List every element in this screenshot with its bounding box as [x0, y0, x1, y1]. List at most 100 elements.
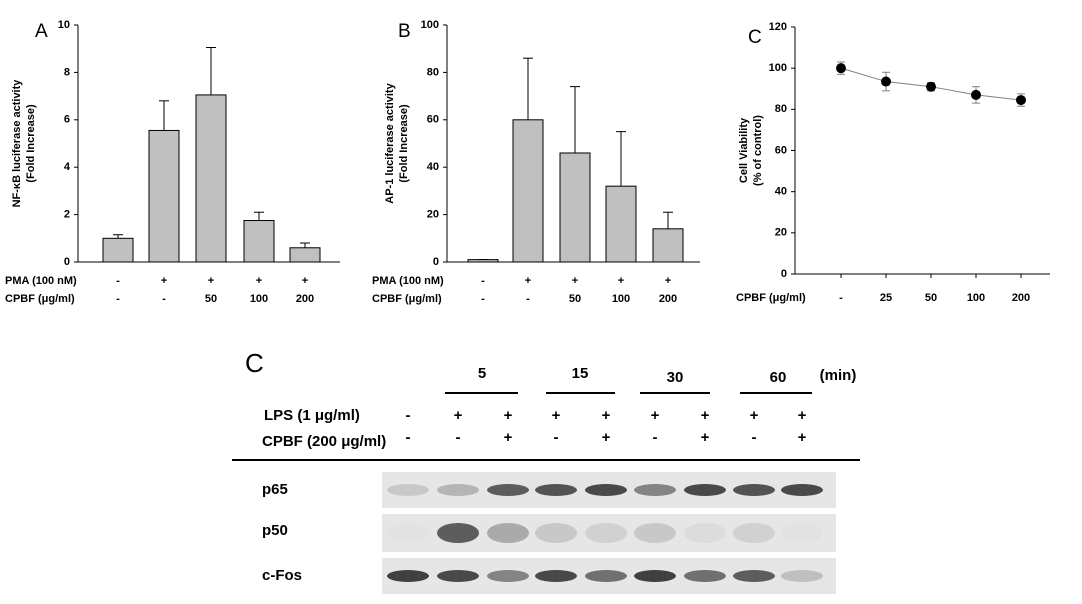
condition-sign: +	[798, 429, 807, 446]
blot-band	[487, 523, 529, 543]
band-label: p50	[262, 522, 288, 539]
bar	[243, 220, 275, 263]
y-axis-label: NF-κB luciferase activity	[11, 79, 23, 208]
y-tick-label: 6	[64, 114, 70, 126]
point	[881, 76, 891, 87]
y-axis-label: (Fold Increase)	[25, 104, 37, 183]
condition-sign: -	[406, 429, 411, 446]
blot-band	[733, 484, 775, 496]
blot-band	[684, 523, 726, 543]
blot-band	[781, 570, 823, 582]
y-axis-label: (% of control)	[752, 115, 764, 186]
blot-band	[387, 523, 429, 543]
x-tick-label: 100	[967, 292, 985, 304]
condition-label: +	[525, 275, 531, 287]
time-label: 15	[572, 365, 589, 382]
condition-sign: -	[406, 407, 411, 424]
x-tick-label: 200	[1012, 292, 1030, 304]
condition-sign: +	[552, 407, 561, 424]
blot-band	[387, 570, 429, 582]
condition-label: -	[526, 293, 530, 305]
blot-band	[387, 484, 429, 496]
condition-label: 50	[205, 293, 217, 305]
y-axis-label: Cell Viability	[738, 117, 750, 183]
condition-name: CPBF (μg/ml)	[5, 293, 75, 305]
blot-band	[634, 570, 676, 582]
bar	[195, 94, 227, 263]
bar	[467, 259, 499, 263]
panel-title: C	[748, 27, 762, 48]
condition-sign: -	[653, 429, 658, 446]
condition-label: +	[302, 275, 308, 287]
bar	[652, 228, 684, 263]
blot-band	[733, 523, 775, 543]
blot-title: C	[245, 348, 264, 378]
condition-sign: +	[504, 407, 513, 424]
y-tick-label: 80	[427, 66, 439, 78]
y-tick-label: 60	[775, 144, 787, 156]
condition-label: 50	[569, 293, 581, 305]
point	[971, 89, 981, 100]
bar	[148, 129, 180, 263]
condition-sign: +	[750, 407, 759, 424]
condition-sign: +	[701, 407, 710, 424]
bar	[289, 247, 321, 263]
y-tick-label: 40	[775, 186, 787, 198]
blot-band	[437, 484, 479, 496]
point	[1016, 95, 1026, 106]
y-tick-label: 20	[427, 209, 439, 221]
condition-label: 100	[250, 293, 268, 305]
blot-band	[535, 523, 577, 543]
point	[836, 63, 846, 74]
condition-name: CPBF (200 μg/ml)	[262, 433, 386, 450]
blot-band	[585, 570, 627, 582]
panel-title: A	[35, 21, 48, 42]
panel-title: B	[398, 21, 411, 42]
y-tick-label: 8	[64, 66, 70, 78]
condition-sign: -	[456, 429, 461, 446]
blot-band	[634, 484, 676, 496]
y-tick-label: 0	[64, 256, 70, 268]
y-axis-label: (Fold Increase)	[398, 104, 410, 183]
time-label: 60	[770, 369, 787, 386]
blot-band	[437, 523, 479, 543]
x-tick-label: 50	[925, 292, 937, 304]
condition-label: +	[572, 275, 578, 287]
y-tick-label: 60	[427, 114, 439, 126]
condition-sign: -	[752, 429, 757, 446]
y-tick-label: 0	[433, 256, 439, 268]
condition-label: +	[256, 275, 262, 287]
blot-band	[634, 523, 676, 543]
condition-label: -	[116, 275, 120, 287]
condition-sign: +	[454, 407, 463, 424]
condition-sign: -	[554, 429, 559, 446]
bar	[102, 237, 134, 263]
blot-band	[684, 570, 726, 582]
blot-band	[781, 523, 823, 543]
condition-sign: +	[701, 429, 710, 446]
condition-label: -	[162, 293, 166, 305]
condition-label: +	[208, 275, 214, 287]
blot-band	[437, 570, 479, 582]
point	[926, 81, 936, 92]
blot-band	[781, 484, 823, 496]
condition-label: -	[116, 293, 120, 305]
x-axis-label: CPBF (μg/ml)	[736, 292, 806, 304]
y-tick-label: 120	[769, 21, 787, 33]
condition-name: CPBF (μg/ml)	[372, 293, 442, 305]
condition-label: -	[481, 275, 485, 287]
time-unit: (min)	[820, 367, 857, 384]
condition-label: +	[161, 275, 167, 287]
condition-label: 100	[612, 293, 630, 305]
condition-label: +	[665, 275, 671, 287]
bar	[559, 152, 591, 263]
y-tick-label: 0	[781, 268, 787, 280]
condition-label: +	[618, 275, 624, 287]
condition-name: PMA (100 nM)	[372, 275, 444, 287]
blot-band	[585, 523, 627, 543]
band-label: c-Fos	[262, 567, 302, 584]
blot-band	[684, 484, 726, 496]
y-tick-label: 40	[427, 161, 439, 173]
blot-band	[487, 484, 529, 496]
